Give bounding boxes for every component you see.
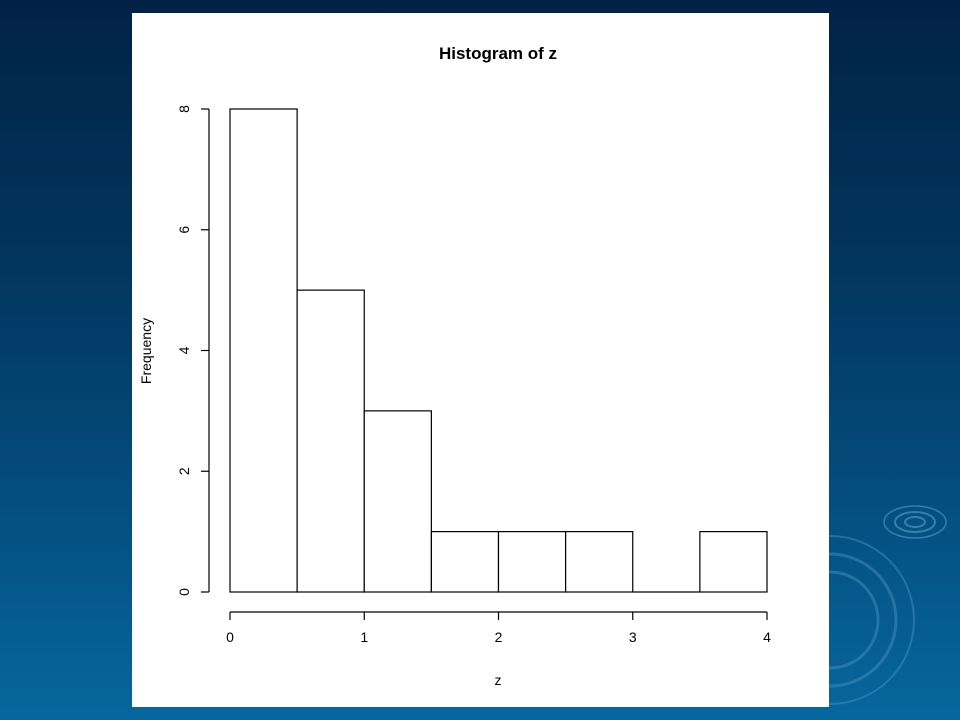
histogram-bar <box>565 531 634 593</box>
y-tick-label: 6 <box>176 226 192 234</box>
x-tick-label: 0 <box>226 629 234 645</box>
x-tick-label: 2 <box>495 629 503 645</box>
histogram-bar <box>363 410 432 593</box>
x-tick-label: 4 <box>763 629 771 645</box>
histogram-bar <box>497 531 567 593</box>
chart-title: Histogram of z <box>439 44 557 63</box>
y-tick-label: 0 <box>176 588 192 596</box>
histogram-bar <box>296 289 365 593</box>
histogram-bar <box>229 108 298 593</box>
y-tick-label: 2 <box>176 467 192 475</box>
histogram-bar <box>430 531 500 593</box>
x-tick-label: 1 <box>360 629 368 645</box>
histogram-chart: Histogram of z z Frequency 0 1 2 3 4 0 2 4 6 8 <box>138 44 771 688</box>
y-axis-label: Frequency <box>138 318 154 384</box>
histogram-bar <box>699 531 768 593</box>
x-axis-label: z <box>495 672 502 688</box>
y-tick-label: 4 <box>176 346 192 354</box>
x-tick-label: 3 <box>629 629 637 645</box>
y-tick-label: 8 <box>176 105 192 113</box>
histogram-panel: Histogram of z z Frequency 0 1 2 3 4 0 2 4 6 8 <box>132 13 829 707</box>
